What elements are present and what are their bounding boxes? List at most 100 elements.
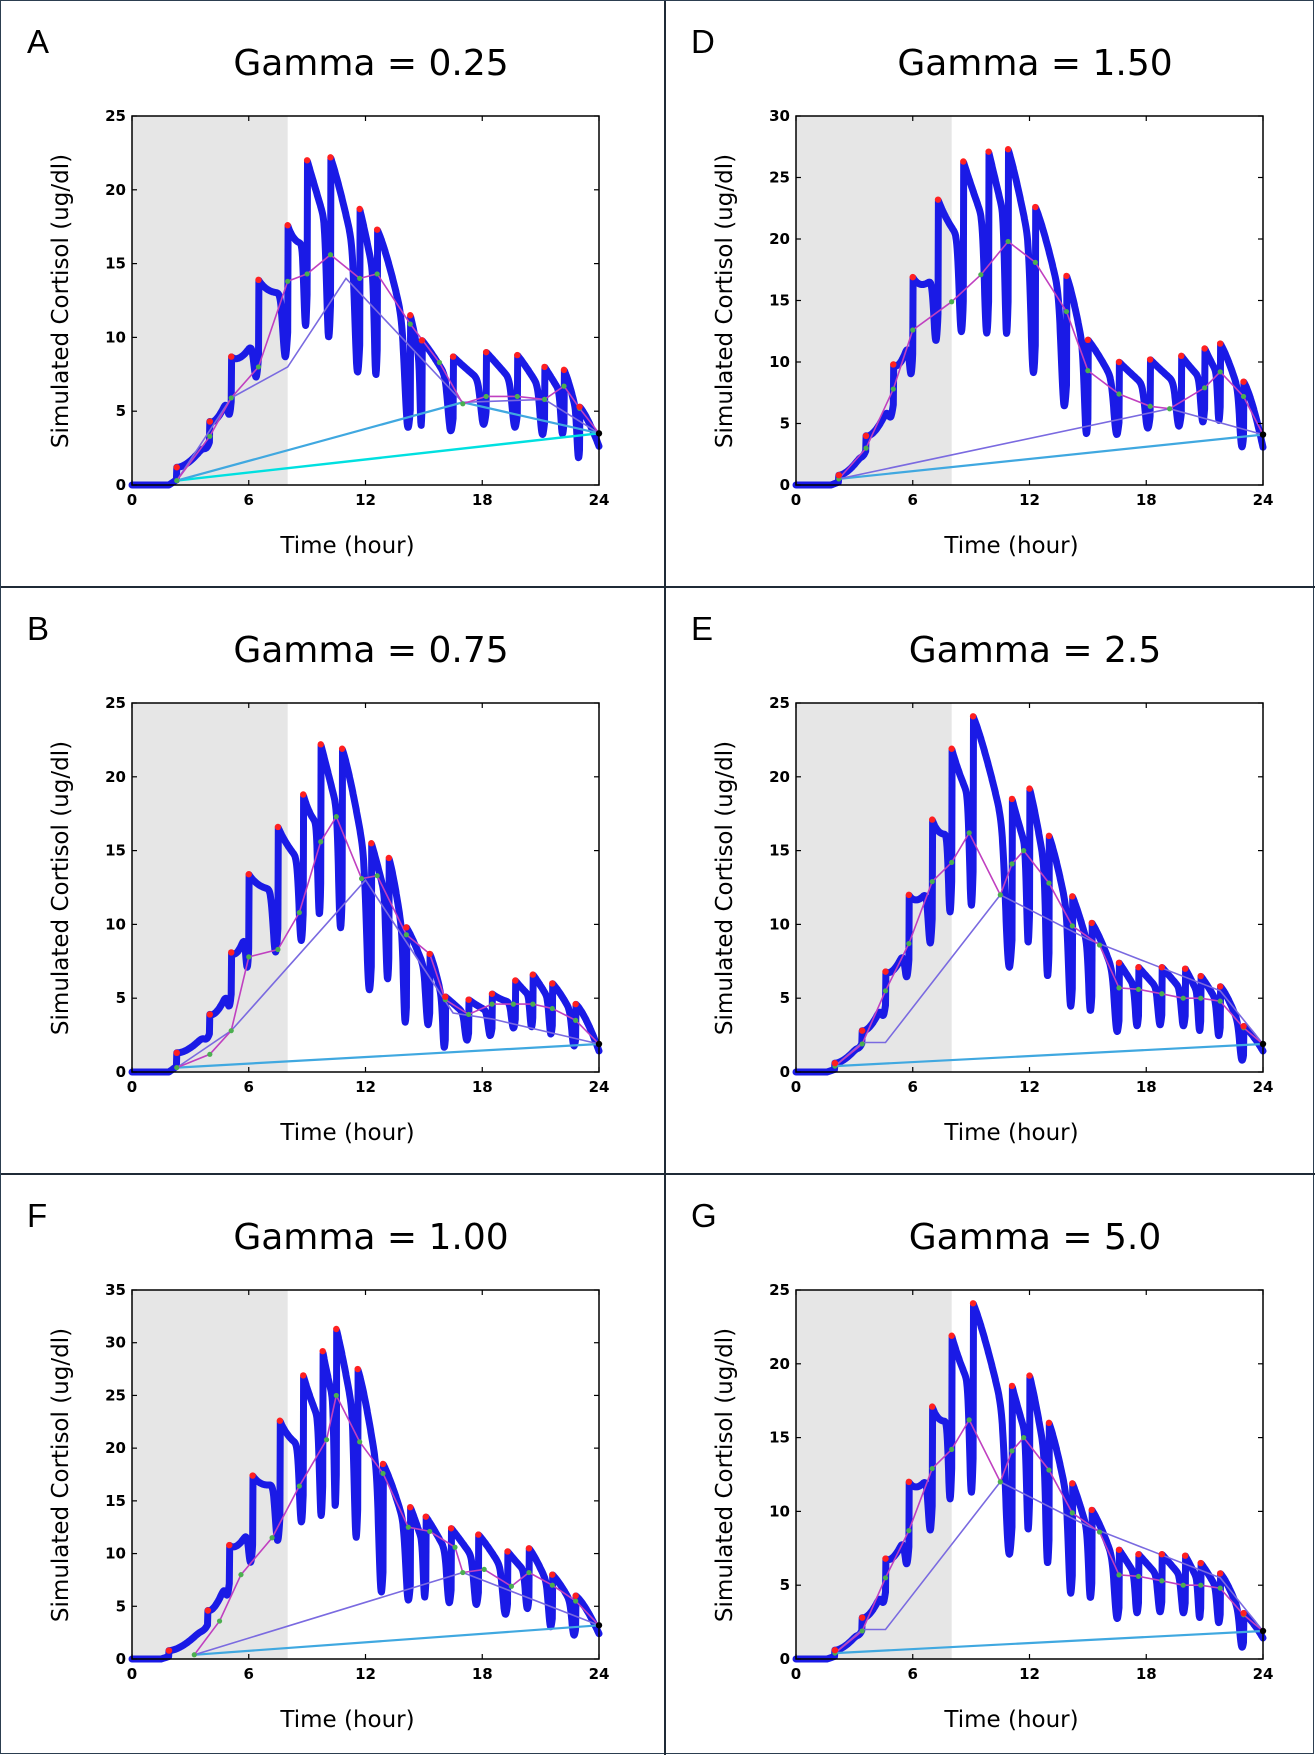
trough-marker (510, 1001, 516, 1007)
panel-letter: D (691, 23, 715, 60)
trough-marker (949, 299, 955, 305)
trough-marker (333, 814, 339, 820)
peak-marker (1084, 336, 1092, 344)
trough-marker (1217, 998, 1223, 1004)
y-tick-label: 10 (105, 915, 126, 933)
peak-marker (204, 1607, 212, 1614)
x-tick-label: 12 (1019, 1665, 1040, 1683)
trough-marker (1180, 995, 1186, 1001)
panel-title: Gamma = 1.00 (233, 1217, 509, 1258)
trough-marker (561, 383, 567, 389)
peak-marker (960, 158, 967, 165)
peak-marker (422, 1513, 430, 1520)
peak-marker (1032, 203, 1039, 211)
trough-marker (997, 1479, 1003, 1485)
trough-marker (318, 839, 324, 845)
y-tick-label: 0 (780, 476, 790, 494)
peak-marker (985, 148, 992, 155)
peak-marker (1201, 345, 1208, 352)
trough-marker (489, 1001, 495, 1007)
trough-marker (573, 1017, 579, 1023)
peak-marker (327, 154, 334, 161)
peak-marker (1135, 1551, 1142, 1558)
trough-marker (1198, 995, 1204, 1001)
y-tick-label: 15 (105, 255, 126, 273)
trough-marker (882, 988, 889, 994)
y-tick-label: 15 (769, 292, 790, 310)
x-tick-label: 18 (472, 491, 493, 509)
peak-marker (226, 1541, 233, 1549)
peak-marker (858, 1027, 866, 1034)
trough-marker (174, 477, 180, 484)
peak-marker (549, 1571, 556, 1578)
peak-marker (368, 840, 375, 847)
peak-marker (449, 353, 457, 360)
shaded-interval (132, 1290, 288, 1659)
trough-marker (405, 1524, 411, 1530)
y-tick-label: 30 (105, 1334, 126, 1352)
level3-line (838, 433, 1264, 480)
trough-marker (929, 1465, 935, 1472)
trough-marker (859, 1041, 865, 1047)
y-tick-label: 25 (105, 1386, 126, 1404)
y-tick-label: 5 (116, 989, 126, 1007)
trough-marker (1180, 1582, 1186, 1588)
panel-b: B Gamma = 0.75 Simulated Cortisol (ug/dl) T… (1, 588, 663, 1173)
peak-marker (514, 351, 521, 359)
trough-marker (966, 1417, 972, 1423)
peak-marker (1158, 964, 1166, 971)
y-tick-label: 5 (780, 1576, 790, 1594)
trough-marker (1116, 391, 1122, 397)
trough-marker (949, 1446, 955, 1453)
peak-marker (525, 1545, 533, 1552)
trough-marker (997, 892, 1003, 898)
trough-marker (207, 433, 213, 439)
peak-marker (403, 924, 410, 931)
x-tick-label: 6 (244, 491, 254, 509)
peak-marker (300, 791, 307, 798)
level3-line (834, 1042, 1264, 1068)
peak-marker (576, 403, 583, 410)
level1-line (176, 253, 600, 482)
trough-marker (1240, 393, 1247, 400)
trough-marker (357, 1439, 363, 1445)
peak-marker (482, 348, 490, 356)
x-tick-label: 6 (908, 1078, 918, 1096)
trough-marker (906, 1527, 912, 1534)
trough-marker (460, 401, 466, 407)
trough-marker (238, 1572, 244, 1578)
peak-marker (274, 823, 282, 831)
peak-marker (1069, 893, 1076, 900)
y-tick-label: 0 (116, 1063, 126, 1081)
peak-marker (1008, 1382, 1016, 1390)
x-axis-label: Time (hour) (280, 1707, 415, 1733)
panel-a: A Gamma = 0.25 Simulated Cortisol (ug/dl) T… (1, 1, 663, 586)
peak-marker (1115, 1546, 1123, 1553)
trough-marker (929, 878, 935, 885)
trough-marker (246, 954, 252, 960)
trough-marker (323, 1437, 330, 1443)
horizontal-divider-2 (1, 1173, 1315, 1175)
peak-marker (1181, 1552, 1189, 1559)
y-tick-label: 20 (105, 768, 126, 786)
x-axis-label: Time (hour) (280, 533, 415, 559)
trough-marker (882, 1575, 889, 1581)
plot-area: 0 5 10 15 20 25 0 6 12 18 24 (769, 694, 1273, 1096)
x-tick-label: 18 (472, 1665, 493, 1683)
trough-marker (436, 359, 443, 366)
trough-marker (407, 321, 413, 327)
level4-line (176, 432, 600, 482)
x-axis-label: Time (hour) (944, 1707, 1079, 1733)
peak-marker (1088, 1506, 1095, 1514)
trough-marker (1167, 406, 1173, 412)
y-tick-label: 5 (116, 402, 126, 420)
trough-marker (427, 1528, 433, 1535)
cortisol-trace (792, 1300, 1267, 1663)
trough-marker (549, 1582, 555, 1588)
y-tick-label: 5 (116, 1597, 126, 1615)
peak-marker (354, 1365, 361, 1373)
x-axis-label: Time (hour) (944, 533, 1079, 559)
x-tick-label: 12 (355, 491, 376, 509)
panel-g: G Gamma = 5.0 Simulated Cortisol (ug/dl) Ti… (665, 1175, 1316, 1760)
peak-marker (488, 990, 496, 997)
